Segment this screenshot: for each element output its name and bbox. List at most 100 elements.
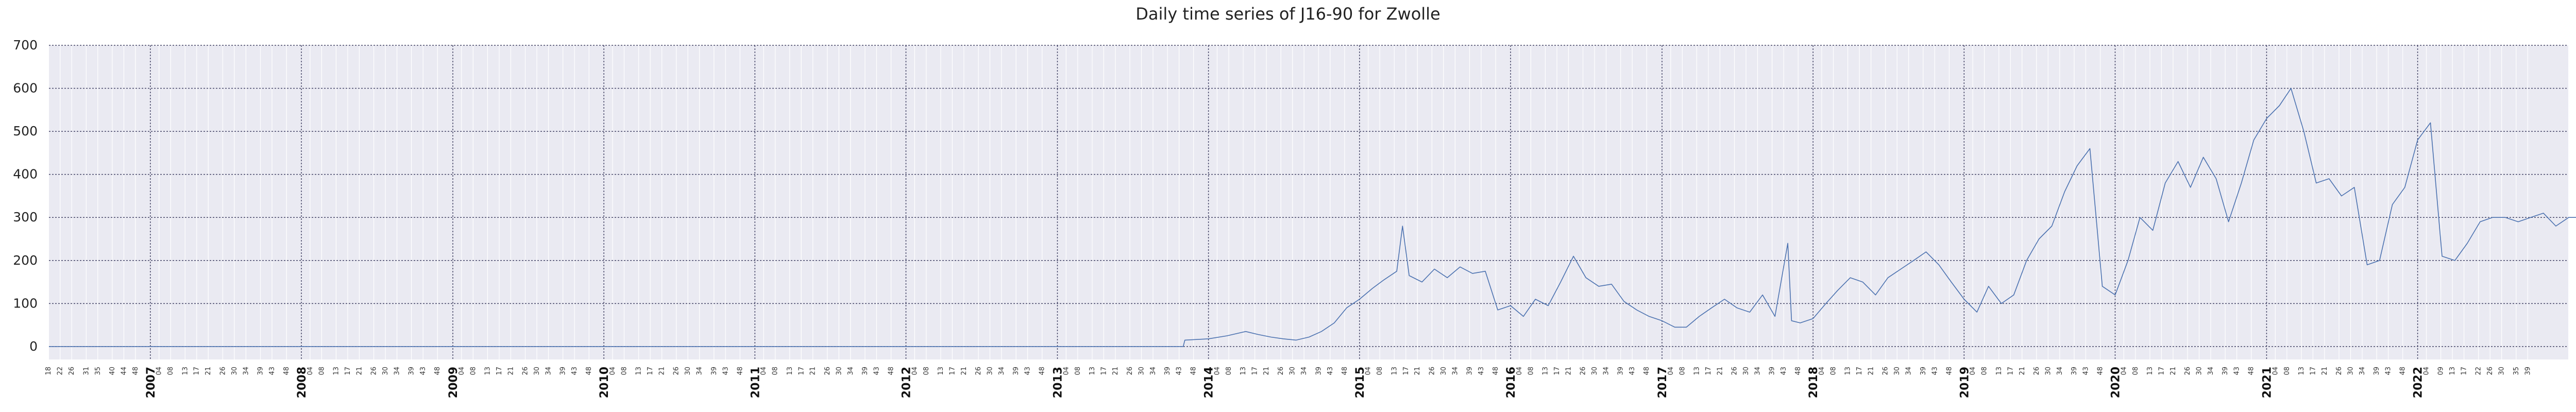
week-tick-label: 30: [835, 367, 843, 375]
week-tick-label: 13: [1693, 367, 1701, 375]
week-tick-label: 34: [545, 367, 552, 375]
week-tick-label: 13: [635, 367, 643, 375]
week-tick-label: 04: [307, 367, 314, 375]
week-tick-label: 34: [1603, 367, 1611, 375]
week-tick-label: 04: [609, 367, 617, 375]
week-tick-label: 04: [156, 367, 163, 375]
week-tick-label: 21: [1716, 367, 1724, 375]
week-tick-label: 08: [1376, 367, 1384, 375]
week-tick-label: 30: [1742, 367, 1750, 375]
year-tick-label: 2021: [2261, 367, 2274, 398]
week-tick-label: 21: [205, 367, 212, 375]
week-tick-label: 17: [798, 367, 805, 375]
week-tick-label: 21: [2170, 367, 2177, 375]
week-tick-label: 39: [2524, 367, 2532, 375]
chart-title: Daily time series of J16-90 for Zwolle: [1136, 4, 1440, 24]
week-tick-label: 26: [2033, 367, 2041, 375]
week-tick-label: 39: [1920, 367, 1927, 375]
week-tick-label: 43: [873, 367, 880, 375]
week-tick-label: 48: [283, 367, 291, 375]
week-tick-label: 08: [1679, 367, 1686, 375]
week-tick-label: 21: [1414, 367, 1421, 375]
week-tick-label: 04: [1516, 367, 1523, 375]
week-tick-label: 48: [434, 367, 442, 375]
week-tick-label: 43: [2082, 367, 2090, 375]
week-tick-label: 17: [647, 367, 654, 375]
week-tick-label: 04: [458, 367, 466, 375]
week-tick-label: 30: [2498, 367, 2506, 375]
week-tick-label: 35: [2513, 367, 2520, 375]
week-tick-label: 48: [585, 367, 593, 375]
year-tick-label: 2009: [447, 367, 460, 398]
week-tick-label: 08: [318, 367, 326, 375]
week-tick-label: 39: [1769, 367, 1776, 375]
year-tick-label: 2010: [598, 367, 611, 398]
week-tick-label: 39: [2071, 367, 2078, 375]
week-tick-label: 43: [1629, 367, 1636, 375]
week-tick-label: 17: [1100, 367, 1108, 375]
week-tick-label: 17: [193, 367, 201, 375]
week-tick-label: 21: [658, 367, 666, 375]
week-tick-label: 43: [1327, 367, 1334, 375]
week-tick-label: 17: [1251, 367, 1259, 375]
week-tick-label: 39: [1164, 367, 1172, 375]
year-tick-label: 2017: [1656, 367, 1669, 398]
week-tick-label: 39: [2222, 367, 2229, 375]
series-layer: [49, 88, 2576, 347]
week-tick-label: 21: [355, 367, 363, 375]
week-tick-label: 04: [1969, 367, 1977, 375]
week-tick-label: 17: [496, 367, 503, 375]
y-tick-label: 200: [13, 253, 38, 268]
y-tick-label: 300: [13, 210, 38, 225]
week-tick-label: 43: [1176, 367, 1183, 375]
week-tick-label: 21: [1565, 367, 1572, 375]
week-tick-label: 43: [571, 367, 579, 375]
week-tick-label: 30: [382, 367, 389, 375]
week-tick-label: 17: [2007, 367, 2014, 375]
week-tick-label: 13: [1844, 367, 1852, 375]
week-tick-label: 43: [268, 367, 276, 375]
week-tick-label: 17: [1402, 367, 1410, 375]
week-tick-label: 48: [2399, 367, 2407, 375]
week-tick-label: 04: [760, 367, 768, 375]
week-tick-label: 30: [1591, 367, 1599, 375]
y-tick-label: 0: [29, 339, 38, 354]
week-tick-label: 26: [2486, 367, 2494, 375]
year-tick-label: 2014: [1203, 367, 1216, 398]
year-tick-label: 2008: [296, 367, 309, 398]
week-tick-label: 34: [2207, 367, 2215, 375]
week-tick-label: 39: [1012, 367, 1020, 375]
week-tick-label: 34: [998, 367, 1006, 375]
week-tick-label: 17: [2461, 367, 2468, 375]
week-tick-label: 26: [1428, 367, 1436, 375]
week-tick-label: 34: [1905, 367, 1913, 375]
week-tick-label: 43: [419, 367, 427, 375]
week-tick-label: 04: [1213, 367, 1221, 375]
week-tick-label: 13: [1541, 367, 1549, 375]
y-axis: 0 100 200 300 400 500 600 700: [13, 38, 38, 354]
week-tick-label: 34: [1754, 367, 1761, 375]
week-tick-label: 26: [824, 367, 832, 375]
week-tick-label: 08: [772, 367, 779, 375]
week-tick-label: 04: [1062, 367, 1070, 375]
week-tick-label: 40: [109, 367, 116, 375]
week-tick-label: 17: [1856, 367, 1863, 375]
week-tick-label: 26: [2335, 367, 2343, 375]
week-tick-label: 43: [1931, 367, 1939, 375]
week-tick-label: 18: [45, 367, 53, 375]
week-tick-label: 08: [1829, 367, 1837, 375]
week-tick-label: 30: [1893, 367, 1901, 375]
week-tick-label: 09: [2437, 367, 2445, 375]
week-tick-label: 21: [809, 367, 817, 375]
week-tick-label: 34: [242, 367, 250, 375]
week-tick-label: 26: [1277, 367, 1285, 375]
week-tick-label: 43: [1478, 367, 1485, 375]
week-tick-label: 26: [1731, 367, 1739, 375]
week-tick-label: 17: [2158, 367, 2165, 375]
week-tick-label: 44: [120, 367, 128, 375]
week-tick-label: 26: [219, 367, 227, 375]
week-tick-label: 04: [1667, 367, 1675, 375]
week-tick-label: 48: [2097, 367, 2105, 375]
week-tick-label: 08: [1981, 367, 1989, 375]
